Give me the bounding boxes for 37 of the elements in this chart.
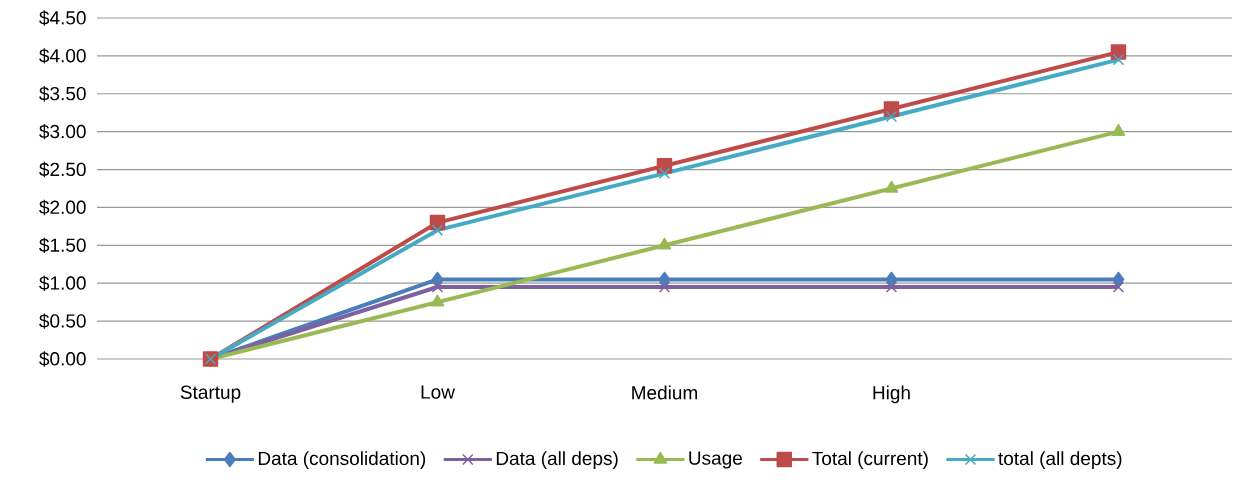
y-tick-label: $3.00 — [39, 123, 86, 140]
x-tick-label: Low — [421, 385, 455, 399]
point — [658, 271, 671, 288]
y-tick-label: $3.50 — [39, 86, 86, 102]
x-tick-label: Medium — [632, 385, 697, 400]
point — [430, 294, 445, 307]
y-tick-label: $1.50 — [39, 237, 86, 254]
y-tick-label: $2.00 — [39, 199, 86, 216]
legend-label: Data (all deps) — [496, 451, 618, 469]
point — [658, 281, 671, 293]
legend-label: Total (current) — [812, 451, 928, 469]
y-tick-label: $4.50 — [39, 10, 86, 26]
point — [885, 110, 898, 123]
point — [1112, 281, 1125, 293]
legend-label: total (all depts) — [998, 451, 1122, 469]
x-tick-label: Startup — [180, 385, 241, 403]
point — [884, 180, 899, 193]
y-tick-label: $2.50 — [39, 161, 86, 178]
point — [431, 281, 444, 293]
point — [1112, 53, 1125, 66]
y-tick-label: $0.50 — [39, 313, 86, 329]
point — [1110, 44, 1127, 60]
point — [658, 167, 671, 180]
y-tick-label: $0.00 — [39, 351, 86, 367]
point — [885, 271, 898, 288]
y-tick-label: $4.00 — [39, 48, 86, 64]
x-tick-label: High — [873, 385, 910, 404]
point — [1111, 123, 1126, 136]
point — [1112, 271, 1125, 288]
y-tick-label: $1.00 — [39, 275, 86, 291]
point — [431, 271, 444, 288]
legend-label: Data (consolidation) — [258, 451, 426, 469]
point — [657, 237, 672, 250]
point — [885, 281, 898, 293]
point — [656, 158, 673, 174]
point — [431, 224, 444, 236]
legend-label: Usage — [689, 451, 742, 469]
